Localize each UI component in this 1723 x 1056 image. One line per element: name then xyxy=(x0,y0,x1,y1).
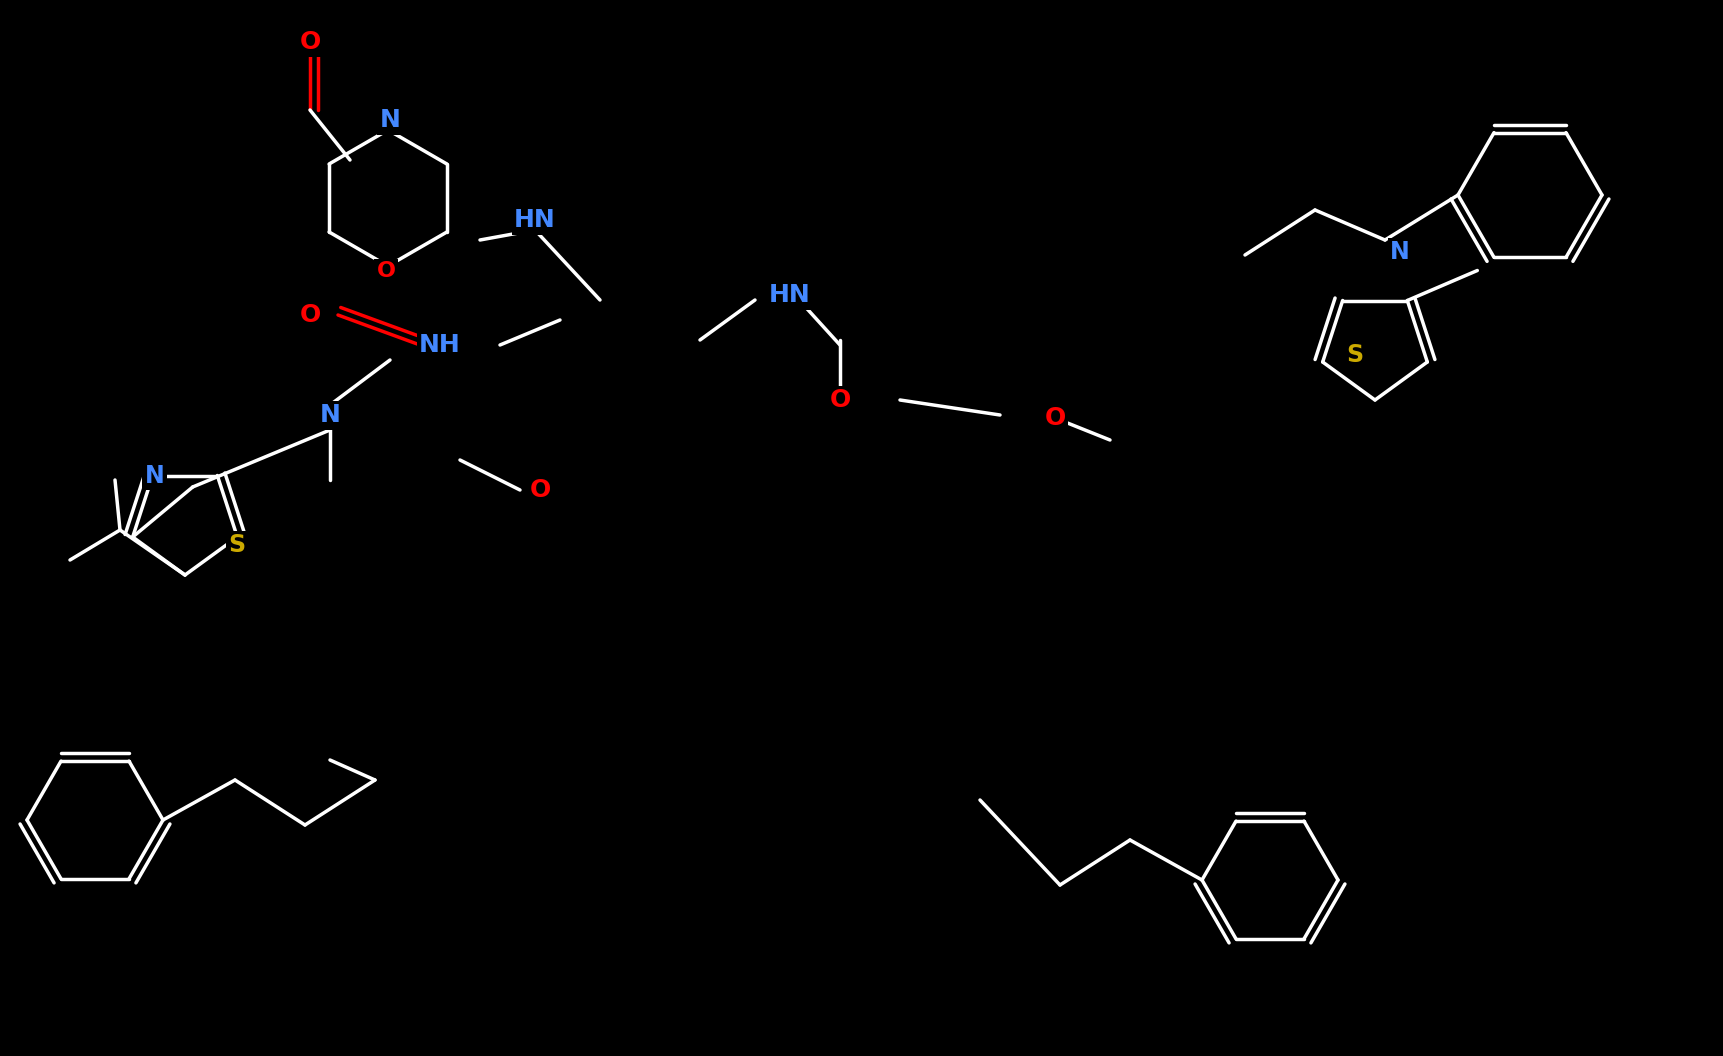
Text: NH: NH xyxy=(419,333,460,357)
Text: N: N xyxy=(1390,240,1409,264)
Text: S: S xyxy=(1346,343,1363,367)
Text: O: O xyxy=(300,30,320,54)
Text: O: O xyxy=(300,303,320,327)
Text: N: N xyxy=(319,403,341,427)
Text: HN: HN xyxy=(513,208,557,232)
Text: O: O xyxy=(377,261,396,281)
Text: N: N xyxy=(379,108,400,132)
Text: HN: HN xyxy=(768,283,812,307)
Text: S: S xyxy=(229,533,246,557)
Text: O: O xyxy=(829,388,851,412)
Text: O: O xyxy=(529,478,551,502)
Text: O: O xyxy=(1044,406,1065,430)
Text: N: N xyxy=(145,464,165,488)
